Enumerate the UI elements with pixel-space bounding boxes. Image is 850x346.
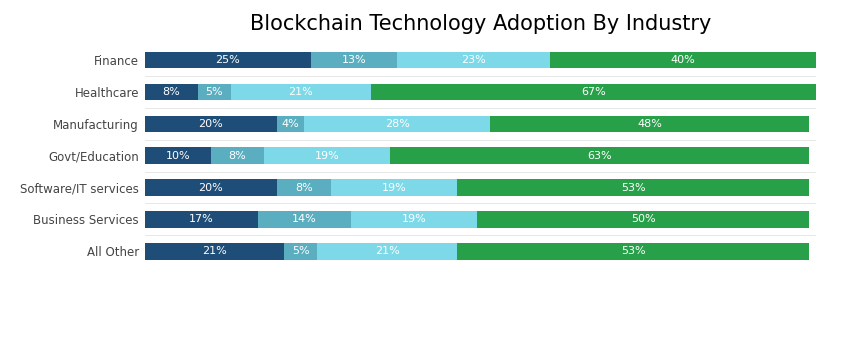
Text: 67%: 67% [581, 87, 606, 97]
Bar [284, 243, 317, 260]
Text: 23%: 23% [462, 55, 486, 65]
Bar [390, 147, 809, 164]
Bar [477, 211, 809, 228]
Bar [317, 243, 457, 260]
Text: 4%: 4% [282, 119, 300, 129]
Text: 20%: 20% [199, 183, 224, 192]
Title: Blockchain Technology Adoption By Industry: Blockchain Technology Adoption By Indust… [250, 15, 711, 34]
Text: 21%: 21% [202, 246, 227, 256]
Bar [231, 84, 371, 100]
Text: 40%: 40% [671, 55, 695, 65]
Bar [371, 84, 816, 100]
Text: 8%: 8% [295, 183, 313, 192]
Text: 19%: 19% [382, 183, 406, 192]
Text: 13%: 13% [342, 55, 366, 65]
Text: 20%: 20% [199, 119, 224, 129]
Bar [331, 179, 457, 196]
Bar [264, 147, 390, 164]
Text: 19%: 19% [315, 151, 340, 161]
Bar [304, 116, 490, 132]
Text: 8%: 8% [162, 87, 180, 97]
Bar [144, 243, 284, 260]
Text: 14%: 14% [292, 215, 316, 224]
Text: 17%: 17% [189, 215, 213, 224]
Text: 28%: 28% [385, 119, 410, 129]
Bar [144, 147, 211, 164]
Text: 25%: 25% [215, 55, 240, 65]
Bar [457, 179, 809, 196]
Bar [144, 116, 277, 132]
Text: 21%: 21% [288, 87, 313, 97]
Text: 21%: 21% [375, 246, 400, 256]
Bar [490, 116, 809, 132]
Bar [144, 179, 277, 196]
Text: 8%: 8% [229, 151, 246, 161]
Text: 53%: 53% [620, 183, 645, 192]
Text: 48%: 48% [638, 119, 662, 129]
Bar [350, 211, 477, 228]
Text: 10%: 10% [166, 151, 190, 161]
Bar [397, 52, 550, 69]
Bar [144, 211, 258, 228]
Bar [144, 52, 311, 69]
Bar [311, 52, 397, 69]
Bar [198, 84, 231, 100]
Text: 50%: 50% [631, 215, 655, 224]
Bar [258, 211, 350, 228]
Bar [550, 52, 816, 69]
Text: 5%: 5% [206, 87, 223, 97]
Text: 63%: 63% [587, 151, 612, 161]
Text: 19%: 19% [401, 215, 426, 224]
Bar [457, 243, 809, 260]
Bar [144, 84, 198, 100]
Text: 5%: 5% [292, 246, 309, 256]
Text: 53%: 53% [620, 246, 645, 256]
Bar [211, 147, 264, 164]
Bar [277, 179, 331, 196]
Bar [277, 116, 304, 132]
